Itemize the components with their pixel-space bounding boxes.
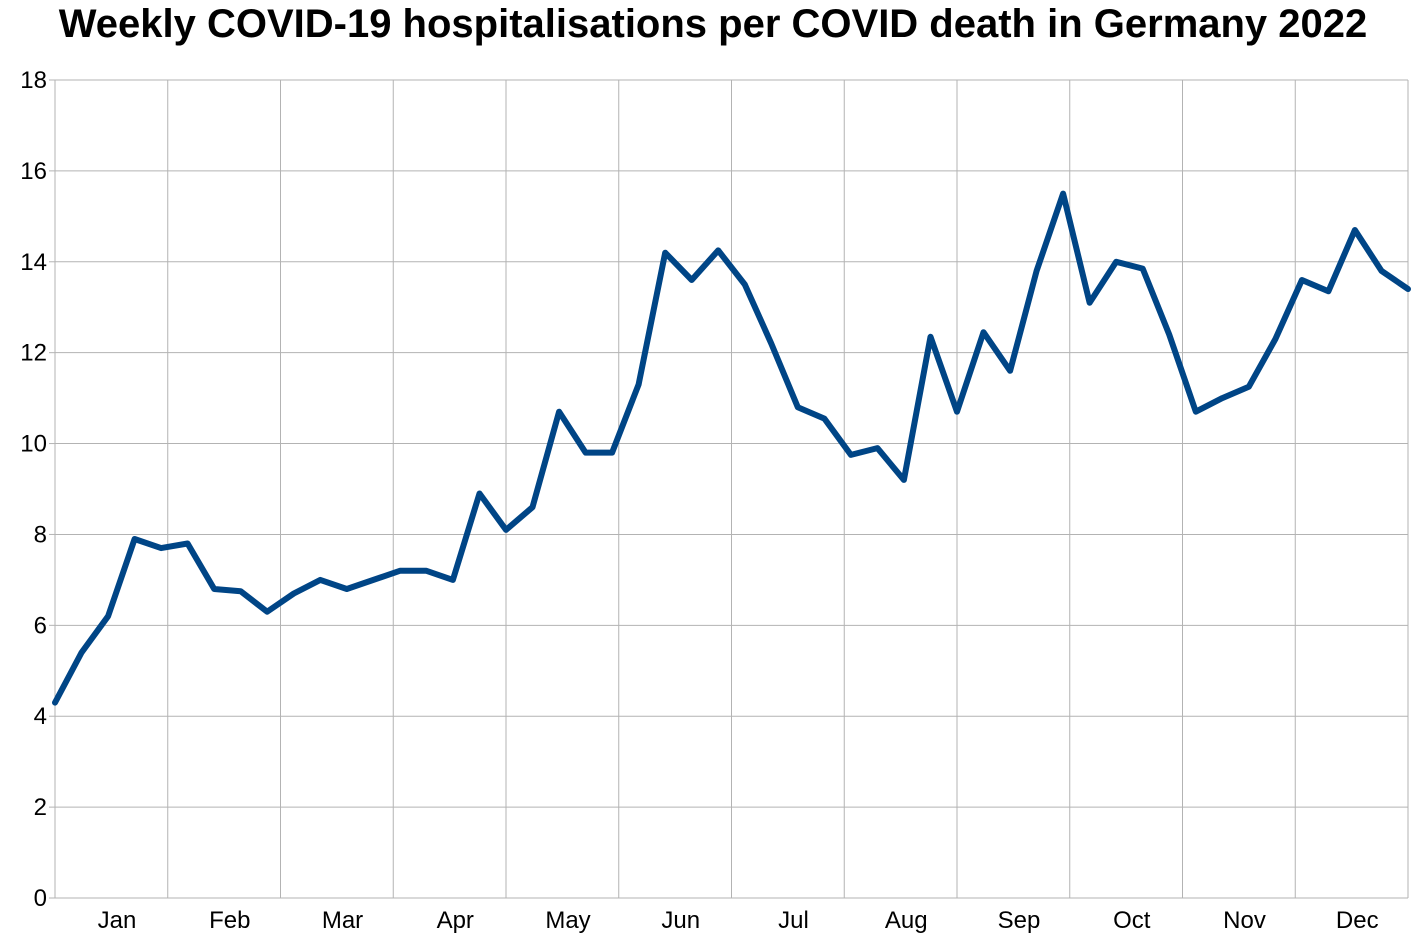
data-point [1272, 336, 1278, 342]
grid-layer [54, 79, 1409, 899]
y-tick-label: 4 [34, 703, 47, 730]
x-tick-label: Apr [437, 907, 474, 934]
data-point [132, 536, 138, 542]
data-point [423, 568, 429, 574]
data-point [636, 381, 642, 387]
y-tick-label: 10 [20, 431, 47, 458]
series-layer [52, 190, 1411, 706]
data-point [52, 700, 58, 706]
x-tick-label: Feb [209, 907, 250, 934]
data-point [1087, 300, 1093, 306]
data-point [105, 613, 111, 619]
data-point [370, 577, 376, 583]
data-point [476, 491, 482, 497]
data-point [848, 452, 854, 458]
data-point [662, 250, 668, 256]
data-point [1405, 286, 1411, 292]
data-point [927, 334, 933, 340]
axis-layer [49, 79, 1408, 899]
x-tick-label: Aug [885, 907, 928, 934]
data-point [1166, 331, 1172, 337]
label-layer: 0 2 4 6 8 10 12 14 16 18 Jan Feb Mar Apr May Jun Jul Aug S… [20, 67, 1378, 934]
data-point [954, 409, 960, 415]
data-point [768, 341, 774, 347]
data-point [981, 329, 987, 335]
x-tick-label: Oct [1113, 907, 1151, 934]
data-point [1034, 268, 1040, 274]
data-point [1219, 395, 1225, 401]
data-point [874, 445, 880, 451]
y-tick-label: 0 [34, 885, 47, 912]
data-point [291, 591, 297, 597]
y-tick-label: 6 [34, 612, 47, 639]
data-point [1325, 288, 1331, 294]
data-point [79, 650, 85, 656]
y-tick-label: 8 [34, 521, 47, 548]
data-point [264, 609, 270, 615]
series-line [52, 190, 1411, 706]
data-point [158, 545, 164, 551]
data-point [503, 527, 509, 533]
x-tick-label: Jun [661, 907, 700, 934]
data-point [1140, 266, 1146, 272]
data-point [397, 568, 403, 574]
data-point [1378, 268, 1384, 274]
data-point [211, 586, 217, 592]
data-point [689, 277, 695, 283]
data-point [450, 577, 456, 583]
x-tick-label: Jul [778, 907, 809, 934]
data-point [742, 282, 748, 288]
y-tick-label: 12 [20, 340, 47, 367]
data-point [530, 504, 536, 510]
data-point [609, 450, 615, 456]
data-point [1060, 191, 1066, 197]
data-point [1113, 259, 1119, 265]
data-point [1352, 227, 1358, 233]
y-tick-label: 2 [34, 794, 47, 821]
data-point [821, 416, 827, 422]
data-point [795, 404, 801, 410]
data-point [1299, 277, 1305, 283]
x-tick-label: Dec [1336, 907, 1379, 934]
data-point [1007, 368, 1013, 374]
x-tick-label: Jan [98, 907, 137, 934]
data-point [583, 450, 589, 456]
data-point [715, 247, 721, 253]
x-tick-label: Sep [998, 907, 1041, 934]
chart-title: Weekly COVID-19 hospitalisations per COV… [58, 2, 1368, 46]
data-point [901, 477, 907, 483]
data-point [1246, 384, 1252, 390]
x-tick-label: Nov [1223, 907, 1266, 934]
data-point [185, 541, 191, 547]
data-point [317, 577, 323, 583]
y-tick-label: 18 [20, 67, 47, 94]
y-tick-label: 16 [20, 158, 47, 185]
data-point [238, 588, 244, 594]
x-tick-label: Mar [322, 907, 363, 934]
x-tick-label: May [545, 907, 590, 934]
data-point [1193, 409, 1199, 415]
data-point [556, 409, 562, 415]
data-point [344, 586, 350, 592]
y-tick-label: 14 [20, 249, 47, 276]
